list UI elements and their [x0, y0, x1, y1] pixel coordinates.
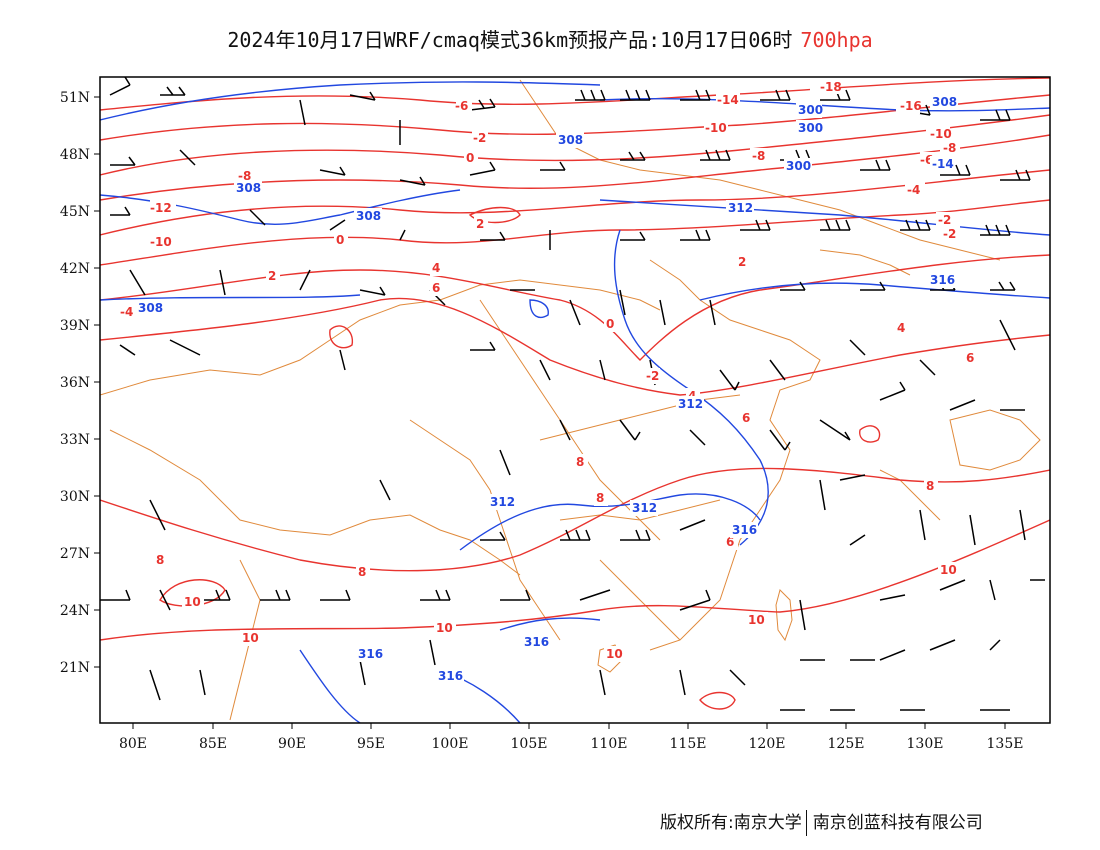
x-tick-label: 85E: [199, 736, 227, 752]
height-label: 300: [786, 159, 811, 173]
y-tick-label: 45N: [60, 204, 90, 220]
x-tick-label: 100E: [432, 736, 469, 752]
temp-label: 2: [268, 269, 276, 283]
temp-label: 10: [242, 631, 259, 645]
temp-label: 0: [336, 233, 344, 247]
wind-barbs: [100, 77, 1045, 711]
height-label: 308: [138, 301, 163, 315]
y-tick-label: 36N: [60, 375, 90, 391]
temp-label: -4: [120, 305, 133, 319]
y-tick-label: 24N: [60, 603, 90, 619]
height-label: 300: [798, 103, 823, 117]
y-tick-label: 33N: [60, 432, 90, 448]
temp-label: 2: [476, 217, 484, 231]
height-label: 312: [728, 201, 753, 215]
temp-label: 10: [184, 595, 201, 609]
height-label: 316: [438, 669, 463, 683]
x-tick-label: 125E: [828, 736, 865, 752]
x-axis-labels: 80E 85E 90E 95E 100E 105E 110E 115E 120E…: [119, 736, 1024, 752]
temp-label: 4: [432, 261, 440, 275]
y-tick-label: 48N: [60, 147, 90, 163]
temp-label: -8: [238, 169, 251, 183]
height-contours: [100, 81, 1050, 723]
temp-label: 10: [748, 613, 765, 627]
y-tick-label: 30N: [60, 489, 90, 505]
temp-label: -14: [717, 93, 739, 107]
temp-label: 8: [358, 565, 366, 579]
temp-label: 0: [606, 317, 614, 331]
footer-divider: [805, 810, 807, 836]
contour-labels: -18 -16 -14 -12 -10 -10 -10 -8 -8 -6 -6 …: [120, 78, 978, 684]
x-tick-label: 80E: [119, 736, 147, 752]
temp-label: 8: [156, 553, 164, 567]
temp-label: 6: [966, 351, 974, 365]
map-title: 2024年10月17日WRF/cmaq模式36km预报产品:10月17日06时 7…: [0, 24, 1100, 53]
title-level: 700hpa: [800, 28, 873, 52]
temp-label: -10: [930, 127, 952, 141]
temp-label: -8: [752, 149, 765, 163]
borders: [100, 79, 1041, 721]
plot-frame: [99, 76, 1051, 724]
y-tick-label: 51N: [60, 90, 90, 106]
temp-label: 10: [940, 563, 957, 577]
temp-label: 8: [596, 491, 604, 505]
isotherms: [100, 77, 1050, 710]
temp-label: -18: [820, 80, 842, 94]
temp-label: -4: [907, 183, 920, 197]
height-label: 316: [732, 523, 757, 537]
temp-label: 10: [606, 647, 623, 661]
temp-label: 4: [897, 321, 905, 335]
height-label: 308: [236, 181, 261, 195]
x-tick-label: 95E: [357, 736, 385, 752]
temp-label: 8: [576, 455, 584, 469]
axis-ticks: [94, 96, 1006, 729]
height-label: 312: [490, 495, 515, 509]
y-tick-label: 42N: [60, 261, 90, 277]
company-text: 南京创蓝科技有限公司: [812, 813, 983, 833]
x-tick-label: 130E: [907, 736, 944, 752]
temp-label: 0: [466, 151, 474, 165]
temp-label: -16: [900, 99, 922, 113]
x-tick-label: 110E: [591, 736, 628, 752]
x-tick-label: 90E: [278, 736, 306, 752]
temp-label: 6: [742, 411, 750, 425]
temp-label: -2: [943, 227, 956, 241]
height-label: 312: [632, 501, 657, 515]
temp-label: 6: [432, 281, 440, 295]
temp-label: -2: [938, 213, 951, 227]
temp-label: -2: [646, 369, 659, 383]
temp-label: -2: [473, 131, 486, 145]
temp-label: 10: [436, 621, 453, 635]
x-tick-label: 120E: [749, 736, 786, 752]
title-main: 2024年10月17日WRF/cmaq模式36km预报产品:10月17日06时: [227, 28, 793, 52]
temp-label: -10: [150, 235, 172, 249]
temp-label: -10: [705, 121, 727, 135]
height-label: 308: [558, 133, 583, 147]
y-tick-label: 39N: [60, 318, 90, 334]
y-axis-labels: 51N 48N 45N 42N 39N 36N 33N 30N 27N 24N …: [60, 90, 90, 676]
temp-label: -8: [943, 141, 956, 155]
height-label: 308: [356, 209, 381, 223]
temp-label: 8: [926, 479, 934, 493]
height-label: 316: [358, 647, 383, 661]
x-tick-label: 105E: [511, 736, 548, 752]
copyright-text: 版权所有:南京大学: [660, 813, 802, 833]
x-tick-label: 135E: [987, 736, 1024, 752]
y-tick-label: 21N: [60, 660, 90, 676]
x-tick-label: 115E: [670, 736, 707, 752]
height-label: -14: [932, 157, 954, 171]
height-label: 316: [930, 273, 955, 287]
y-tick-label: 27N: [60, 546, 90, 562]
height-label: 300: [798, 121, 823, 135]
height-label: 316: [524, 635, 549, 649]
temp-label: 2: [738, 255, 746, 269]
temp-label: -12: [150, 201, 172, 215]
temp-label: 6: [726, 535, 734, 549]
footer-credits: 版权所有:南京大学 南京创蓝科技有限公司: [660, 808, 983, 836]
temp-label: -6: [455, 99, 468, 113]
height-label: 308: [932, 95, 957, 109]
height-label: 312: [678, 397, 703, 411]
